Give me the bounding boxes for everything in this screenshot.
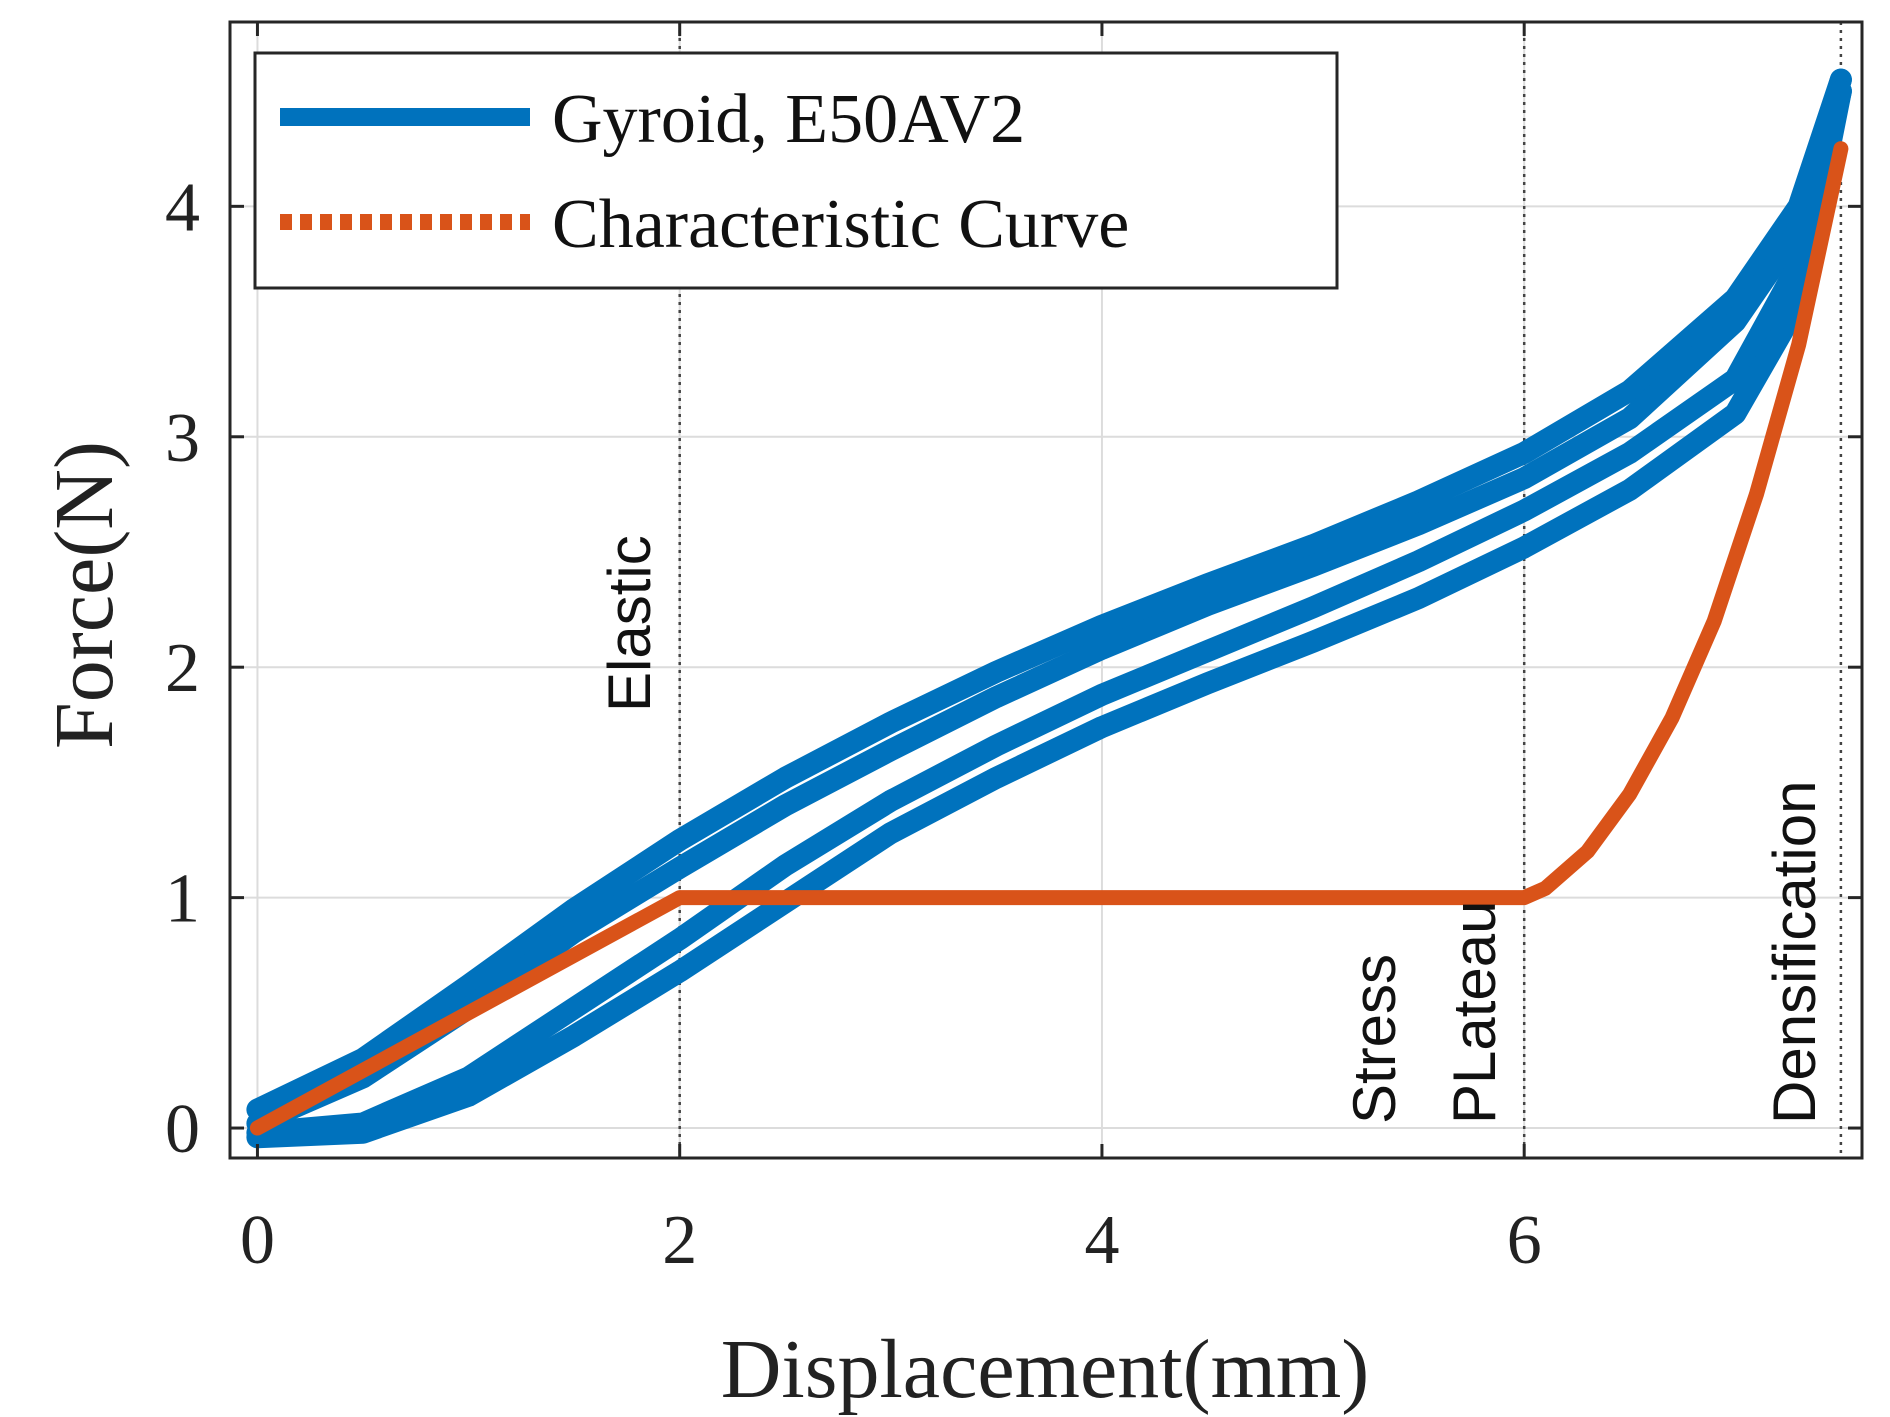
gyroid-curve-y-loading-lower — [246, 68, 1852, 1135]
y-tick-label: 4 — [165, 169, 200, 246]
densification-label: Densification — [1761, 780, 1828, 1124]
axis-ticks: 0 2 4 6 0 1 2 3 4 — [165, 22, 1862, 1279]
y-tick-label: 2 — [165, 630, 200, 707]
series — [246, 68, 1852, 1149]
characteristic-curve — [249, 141, 1849, 1136]
x-tick-label: 6 — [1507, 1202, 1542, 1279]
elastic-label: Elastic — [596, 535, 663, 712]
y-tick-label: 1 — [165, 861, 200, 938]
y-tick-label: 0 — [165, 1091, 200, 1168]
y-axis-label: Force(N) — [38, 441, 131, 749]
gyroid-curve-y-loading-upper — [246, 68, 1852, 1121]
x-axis-label: Displacement(mm) — [721, 1323, 1369, 1416]
legend-label-characteristic: Characteristic Curve — [552, 186, 1129, 263]
x-tick-label: 0 — [240, 1202, 275, 1279]
y-tick-label: 3 — [165, 400, 200, 477]
legend-box — [253, 51, 1339, 290]
legend: Gyroid, E50AV2 Characteristic Curve — [253, 51, 1339, 290]
gyroid-curve-y-unloading-upper — [246, 80, 1852, 1144]
x-tick-label: 2 — [662, 1202, 697, 1279]
x-tick-label: 4 — [1084, 1202, 1119, 1279]
gyroid-curve-y-unloading-lower — [246, 80, 1852, 1149]
legend-label-gyroid: Gyroid, E50AV2 — [552, 81, 1025, 158]
plot-frame — [228, 20, 1864, 1160]
stress-label: Stress — [1341, 954, 1408, 1124]
plateau-label: PLateau — [1441, 900, 1508, 1124]
